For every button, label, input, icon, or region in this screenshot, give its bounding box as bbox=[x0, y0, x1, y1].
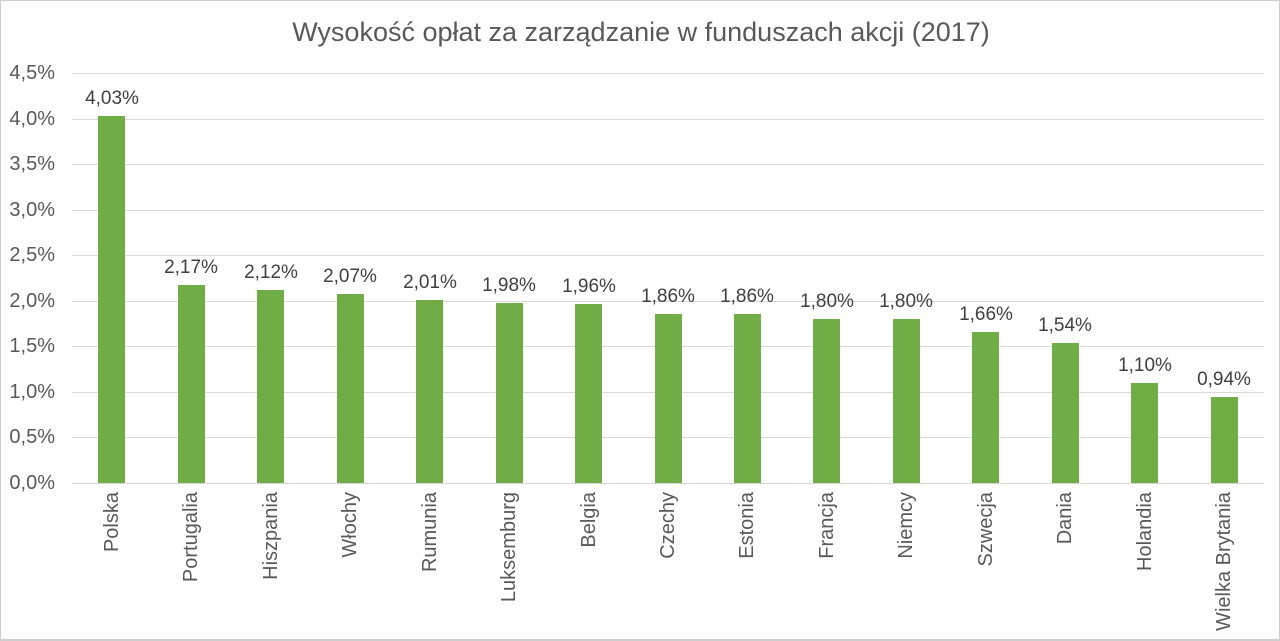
bar-value-label-portugalia: 2,17% bbox=[164, 257, 218, 278]
bar-value-label-belgia: 1,96% bbox=[562, 276, 616, 297]
bar-value-label-czechy: 1,86% bbox=[641, 286, 695, 307]
bar-hiszpania bbox=[257, 290, 284, 483]
bar-estonia bbox=[734, 314, 761, 483]
x-axis-category-label-holandia: Holandia bbox=[1134, 492, 1156, 571]
y-axis-tick-label: 1,0% bbox=[9, 381, 55, 403]
y-axis-tick-label: 1,5% bbox=[9, 335, 55, 357]
x-axis-category-label-wielka-brytania: Wielka Brytania bbox=[1213, 492, 1235, 631]
bar-value-label-polska: 4,03% bbox=[85, 88, 139, 109]
bar-dania bbox=[1052, 343, 1079, 483]
x-axis-category-label-dania: Dania bbox=[1054, 492, 1076, 545]
gridline bbox=[72, 164, 1264, 165]
bar-czechy bbox=[655, 314, 682, 483]
bar-value-label-dania: 1,54% bbox=[1038, 315, 1092, 336]
x-axis-category-label-szwecja: Szwecja bbox=[975, 492, 997, 567]
bar-value-label-holandia: 1,10% bbox=[1118, 355, 1172, 376]
y-axis-tick-label: 3,5% bbox=[9, 153, 55, 175]
bar-value-label-rumunia: 2,01% bbox=[403, 272, 457, 293]
y-axis-tick-label: 2,5% bbox=[9, 244, 55, 266]
x-axis-category-label-hiszpania: Hiszpania bbox=[260, 492, 282, 580]
x-axis-category-label-francja: Francja bbox=[816, 492, 838, 559]
x-axis-category-label-włochy: Włochy bbox=[339, 492, 361, 558]
bar-value-label-szwecja: 1,66% bbox=[959, 304, 1013, 325]
gridline bbox=[72, 301, 1264, 302]
x-axis-category-label-czechy: Czechy bbox=[657, 492, 679, 559]
bar-belgia bbox=[575, 304, 602, 483]
bar-szwecja bbox=[972, 332, 999, 483]
gridline bbox=[72, 119, 1264, 120]
x-axis-category-label-belgia: Belgia bbox=[578, 492, 600, 548]
y-axis-tick-label: 2,0% bbox=[9, 290, 55, 312]
gridline bbox=[72, 210, 1264, 211]
bar-value-label-estonia: 1,86% bbox=[720, 286, 774, 307]
y-axis-tick-label: 4,5% bbox=[9, 62, 55, 84]
x-axis-line bbox=[72, 483, 1264, 484]
bar-value-label-hiszpania: 2,12% bbox=[244, 262, 298, 283]
bar-value-label-niemcy: 1,80% bbox=[879, 291, 933, 312]
x-axis-category-label-luksemburg: Luksemburg bbox=[498, 492, 520, 603]
bar-value-label-wielka-brytania: 0,94% bbox=[1197, 369, 1251, 390]
bar-polska bbox=[98, 116, 125, 483]
bar-value-label-luksemburg: 1,98% bbox=[482, 275, 536, 296]
y-axis-tick-label: 4,0% bbox=[9, 108, 55, 130]
bar-value-label-włochy: 2,07% bbox=[323, 266, 377, 287]
chart-title: Wysokość opłat za zarządzanie w fundusza… bbox=[292, 17, 990, 47]
x-axis-category-label-estonia: Estonia bbox=[736, 492, 758, 559]
x-axis-category-label-niemcy: Niemcy bbox=[895, 492, 917, 559]
y-axis-tick-label: 3,0% bbox=[9, 199, 55, 221]
y-axis-tick-label: 0,5% bbox=[9, 426, 55, 448]
gridline bbox=[72, 255, 1264, 256]
bar-włochy bbox=[337, 294, 364, 483]
x-axis-category-label-portugalia: Portugalia bbox=[180, 492, 202, 583]
bar-luksemburg bbox=[496, 303, 523, 483]
bar-wielka-brytania bbox=[1211, 397, 1238, 483]
y-axis-tick-label: 0,0% bbox=[9, 472, 55, 494]
bar-portugalia bbox=[178, 285, 205, 483]
bar-francja bbox=[813, 319, 840, 483]
bar-holandia bbox=[1131, 383, 1158, 483]
bar-rumunia bbox=[416, 300, 443, 483]
gridline bbox=[72, 73, 1264, 74]
bar-niemcy bbox=[893, 319, 920, 483]
x-axis-category-label-rumunia: Rumunia bbox=[419, 492, 441, 573]
bar-value-label-francja: 1,80% bbox=[800, 291, 854, 312]
x-axis-category-label-polska: Polska bbox=[101, 492, 123, 553]
